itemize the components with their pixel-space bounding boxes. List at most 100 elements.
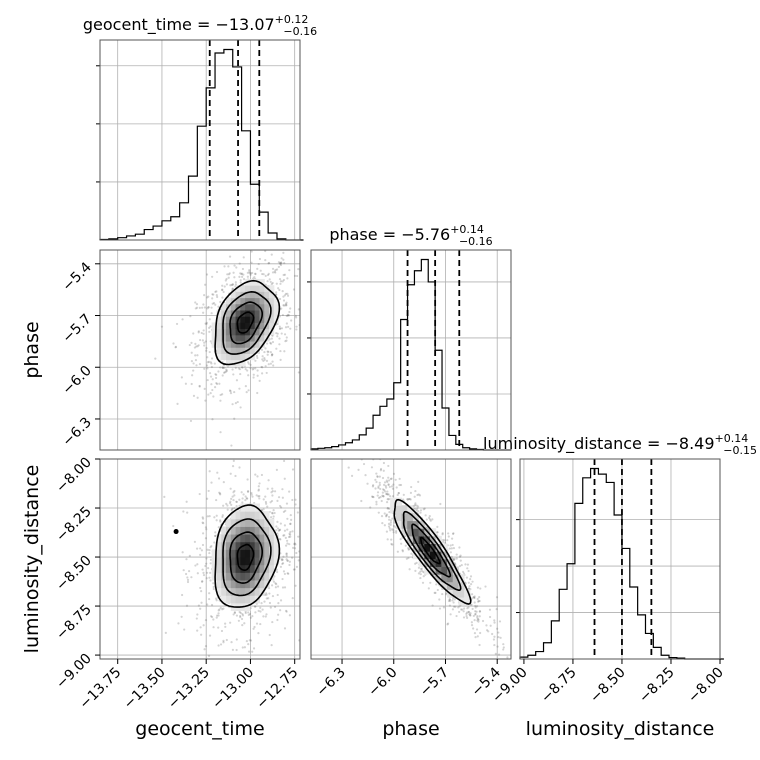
density-cell xyxy=(235,353,241,361)
scatter-point xyxy=(450,537,454,540)
density-cell xyxy=(407,520,414,529)
scatter-point xyxy=(201,517,205,520)
scatter-point xyxy=(279,327,282,330)
scatter-point xyxy=(283,304,286,307)
scatter-point xyxy=(221,515,224,519)
scatter-point xyxy=(377,511,380,514)
scatter-point xyxy=(390,542,393,546)
scatter-point xyxy=(419,511,422,514)
scatter-point xyxy=(382,488,385,491)
scatter-point xyxy=(286,559,289,562)
scatter-point xyxy=(419,509,423,512)
density-cell xyxy=(264,541,270,550)
scatter-point xyxy=(285,552,288,556)
scatter-point xyxy=(446,622,450,625)
density-cell xyxy=(235,572,241,581)
scatter-point xyxy=(202,332,205,335)
scatter-point xyxy=(274,268,277,272)
scatter-point xyxy=(229,500,232,503)
scatter-point xyxy=(470,603,473,606)
scatter-point xyxy=(217,305,220,308)
scatter-point xyxy=(271,353,274,356)
scatter-point xyxy=(260,348,264,351)
scatter-point xyxy=(386,480,389,484)
scatter-point xyxy=(292,568,296,571)
density-cell xyxy=(245,285,251,292)
scatter-point xyxy=(217,644,220,647)
scatter-point xyxy=(241,614,245,617)
scatter-point xyxy=(180,376,183,379)
scatter-point xyxy=(458,565,462,568)
scatter-point xyxy=(241,366,244,369)
scatter-point xyxy=(196,354,199,357)
scatter-point xyxy=(204,399,207,402)
scatter-point xyxy=(446,623,449,626)
density-cell xyxy=(458,581,465,590)
scatter-point xyxy=(186,576,189,579)
scatter-point xyxy=(222,504,225,507)
scatter-point xyxy=(221,288,224,292)
scatter-point xyxy=(279,609,282,612)
scatter-point xyxy=(197,344,200,347)
scatter-point xyxy=(285,558,288,561)
scatter-point xyxy=(425,526,428,529)
density-cell xyxy=(245,334,251,342)
scatter-point xyxy=(246,478,249,481)
scatter-point xyxy=(461,608,464,611)
density-cell xyxy=(245,595,251,604)
contour-line xyxy=(402,510,462,591)
scatter-point xyxy=(204,644,208,648)
scatter-point xyxy=(193,346,196,349)
density-cell xyxy=(249,285,256,292)
scatter-point xyxy=(277,496,281,499)
scatter-point xyxy=(247,361,250,364)
scatter-point xyxy=(277,529,280,532)
scatter-point xyxy=(213,362,216,365)
scatter-point xyxy=(257,489,260,492)
scatter-point xyxy=(228,272,231,275)
scatter-point xyxy=(424,514,427,517)
scatter-point xyxy=(277,261,281,264)
scatter-point xyxy=(297,535,300,538)
scatter-point xyxy=(462,616,466,619)
density-cell xyxy=(240,285,246,292)
scatter-point xyxy=(184,382,187,385)
scatter-point xyxy=(392,472,396,475)
panel-geocent_time-vs-phase xyxy=(154,250,300,447)
scatter-point xyxy=(246,490,250,493)
scatter-point xyxy=(274,586,277,589)
scatter-point xyxy=(405,557,408,560)
scatter-point xyxy=(417,480,420,483)
density-cell xyxy=(441,581,448,590)
scatter-point xyxy=(252,367,255,370)
scatter-point xyxy=(276,335,279,338)
density-cell xyxy=(269,316,275,323)
scatter-point xyxy=(294,584,297,587)
density-cell xyxy=(264,549,270,558)
scatter-point xyxy=(489,624,492,627)
scatter-point xyxy=(469,575,473,578)
density-cell xyxy=(226,579,232,589)
scatter-point xyxy=(476,619,479,622)
scatter-point xyxy=(472,595,475,599)
scatter-point xyxy=(274,582,277,585)
scatter-point xyxy=(460,608,463,611)
scatter-point xyxy=(258,497,261,500)
scatter-point xyxy=(469,612,472,615)
scatter-point xyxy=(278,277,282,281)
scatter-point xyxy=(402,493,405,496)
scatter-point xyxy=(217,626,220,629)
scatter-point xyxy=(244,368,247,371)
scatter-point xyxy=(186,580,190,584)
scatter-point xyxy=(286,517,289,520)
scatter-point xyxy=(190,341,193,345)
scatter-point xyxy=(265,359,269,362)
density-cell xyxy=(259,341,265,348)
scatter-point xyxy=(389,477,392,481)
scatter-point xyxy=(386,493,389,496)
scatter-point xyxy=(383,488,386,492)
scatter-point xyxy=(190,576,193,579)
scatter-point xyxy=(209,579,212,582)
scatter-point xyxy=(223,366,226,369)
density-cell xyxy=(264,316,270,323)
